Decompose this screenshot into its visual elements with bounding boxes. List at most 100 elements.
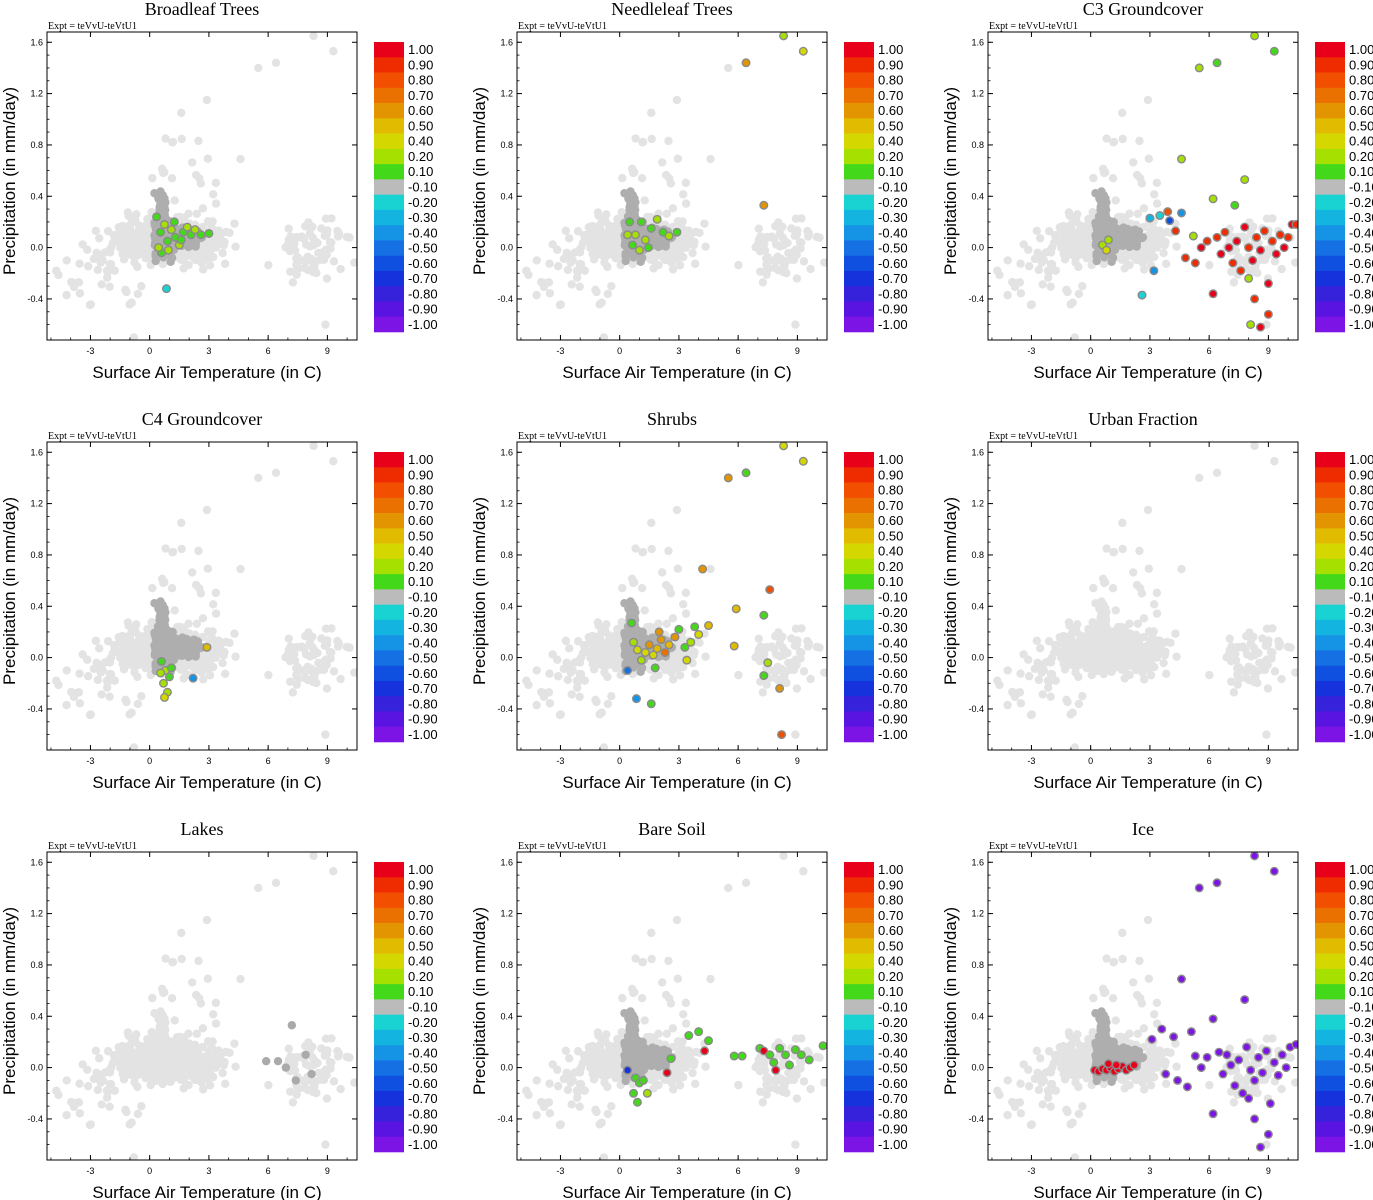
colorbar-swatch xyxy=(374,103,404,119)
background-point xyxy=(333,226,342,236)
x-tick-label: 3 xyxy=(206,756,211,766)
background-point xyxy=(95,234,104,243)
data-point xyxy=(625,217,635,227)
background-point xyxy=(756,267,765,276)
background-point xyxy=(62,666,71,675)
background-point xyxy=(580,676,589,685)
background-point xyxy=(799,667,809,676)
background-point xyxy=(1074,289,1084,299)
y-tick-label: 0.4 xyxy=(30,601,43,611)
colorbar-swatch xyxy=(844,118,874,134)
data-point xyxy=(1155,211,1165,221)
background-point xyxy=(611,663,620,673)
colorbar: 1.000.900.800.700.600.500.400.200.10-0.1… xyxy=(374,42,438,333)
colorbar-label: -0.80 xyxy=(878,286,908,301)
colorbar-label: -0.10 xyxy=(1349,180,1373,195)
data-point xyxy=(1145,213,1155,223)
background-point xyxy=(789,247,799,256)
neutral-point xyxy=(1123,227,1133,237)
background-point xyxy=(1044,227,1054,236)
background-point xyxy=(1152,199,1162,208)
colorbar-label: 0.40 xyxy=(408,134,433,149)
data-point xyxy=(1165,216,1175,226)
background-point xyxy=(572,683,582,692)
data-point xyxy=(779,32,789,41)
background-point xyxy=(664,546,673,556)
colorbar-swatch xyxy=(844,209,874,226)
background-point xyxy=(197,258,206,268)
background-point xyxy=(350,258,357,267)
background-point xyxy=(129,743,139,750)
y-tick-label: 1.2 xyxy=(500,89,513,99)
y-tick-label: 1.6 xyxy=(30,37,43,47)
data-point xyxy=(1188,231,1198,241)
background-point xyxy=(598,661,608,670)
plot-area xyxy=(52,32,357,340)
background-point xyxy=(762,680,771,689)
plot-area xyxy=(522,442,827,750)
colorbar-swatch xyxy=(374,482,404,499)
background-point xyxy=(631,544,640,553)
colorbar-swatch xyxy=(844,225,874,241)
background-point xyxy=(132,620,141,629)
background-point xyxy=(187,158,197,167)
data-point xyxy=(636,217,646,227)
background-point xyxy=(1130,253,1139,262)
background-point xyxy=(141,631,151,640)
colorbar: 1.000.900.800.700.600.500.400.200.10-0.1… xyxy=(1315,42,1373,333)
background-point xyxy=(105,282,114,291)
background-point xyxy=(284,634,293,643)
data-point xyxy=(759,200,769,210)
colorbar-swatch xyxy=(374,72,404,89)
colorbar-label: -1.00 xyxy=(408,317,438,332)
colorbar-swatch xyxy=(1315,255,1345,272)
background-point xyxy=(293,263,302,272)
data-point xyxy=(1163,207,1173,217)
background-point xyxy=(285,656,295,666)
background-point xyxy=(83,262,93,271)
neutral-point xyxy=(1100,253,1109,262)
background-point xyxy=(122,287,131,297)
background-point xyxy=(803,226,812,236)
background-point xyxy=(292,664,301,673)
background-point xyxy=(627,574,637,583)
background-point xyxy=(649,674,658,683)
colorbar-swatch xyxy=(1315,225,1345,241)
background-point xyxy=(777,254,786,263)
background-point xyxy=(675,219,685,228)
background-point xyxy=(1133,209,1143,218)
colorbar-label: -0.50 xyxy=(408,651,438,666)
background-point xyxy=(579,640,589,650)
background-point xyxy=(203,154,213,163)
colorbar-label: 0.40 xyxy=(1349,134,1373,149)
background-point xyxy=(350,668,357,677)
neutral-point xyxy=(153,640,162,650)
background-point xyxy=(1108,173,1118,183)
colorbar-swatch xyxy=(374,635,404,651)
background-point xyxy=(597,298,606,307)
background-point xyxy=(329,457,338,466)
colorbar-swatch xyxy=(374,574,404,590)
background-point xyxy=(205,629,215,638)
data-point xyxy=(634,245,644,255)
data-point xyxy=(1271,249,1281,259)
background-point xyxy=(638,138,647,147)
background-point xyxy=(105,669,115,679)
neutral-point xyxy=(151,256,160,266)
background-point xyxy=(649,264,658,273)
background-point xyxy=(690,647,699,657)
background-point xyxy=(230,219,239,228)
colorbar-swatch xyxy=(374,680,404,697)
background-point xyxy=(322,274,332,283)
data-point xyxy=(1220,227,1230,237)
background-point xyxy=(593,618,603,627)
background-point xyxy=(657,568,667,577)
background-point xyxy=(254,473,263,483)
background-point xyxy=(598,251,608,260)
background-point xyxy=(1060,233,1069,242)
background-point xyxy=(179,674,188,683)
background-point xyxy=(1277,264,1286,274)
background-point xyxy=(1082,221,1092,230)
background-point xyxy=(1172,242,1181,251)
